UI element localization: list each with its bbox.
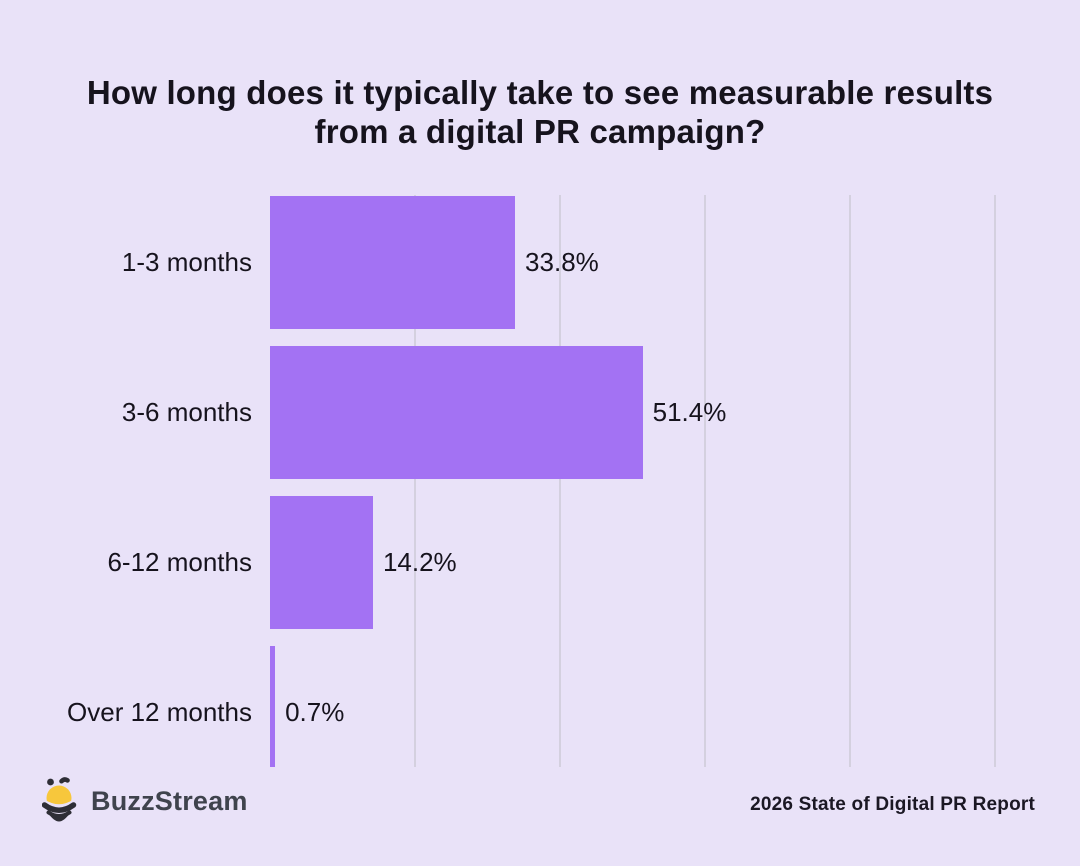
value-label: 0.7% <box>285 697 345 727</box>
gridline-40 <box>559 195 561 767</box>
chart-row: 3-6 months 51.4% <box>0 346 1080 479</box>
category-label: 1-3 months <box>121 247 252 277</box>
value-label: 51.4% <box>652 397 727 427</box>
brand-name: BuzzStream <box>91 786 248 816</box>
gridline-80 <box>849 195 851 767</box>
bar <box>270 346 643 479</box>
category-label: 6-12 months <box>107 547 252 577</box>
chart-row: Over 12 months 0.7% <box>0 646 1080 767</box>
bar <box>270 646 276 767</box>
bar <box>270 496 373 629</box>
buzzstream-bee-icon <box>41 776 84 827</box>
gridline-60 <box>704 195 706 767</box>
gridline-100 <box>994 195 996 767</box>
value-label: 33.8% <box>525 247 599 277</box>
value-label: 14.2% <box>382 547 457 577</box>
category-label: Over 12 months <box>67 697 252 727</box>
bar <box>270 196 516 329</box>
chart-row: 1-3 months 33.8% <box>0 196 1080 329</box>
buzzstream-logo: BuzzStream <box>41 776 248 827</box>
gridline-20 <box>414 195 416 767</box>
bar-chart: 1-3 months 33.8% 3-6 months 51.4% 6-12 month… <box>0 195 1080 767</box>
chart-row: 6-12 months 14.2% <box>0 496 1080 629</box>
footer: BuzzStream 2026 State of Digital PR Repo… <box>0 767 1080 866</box>
category-label: 3-6 months <box>121 397 252 427</box>
chart-title: How long does it typically take to see m… <box>86 74 994 150</box>
report-credit: 2026 State of Digital PR Report <box>750 794 1035 815</box>
